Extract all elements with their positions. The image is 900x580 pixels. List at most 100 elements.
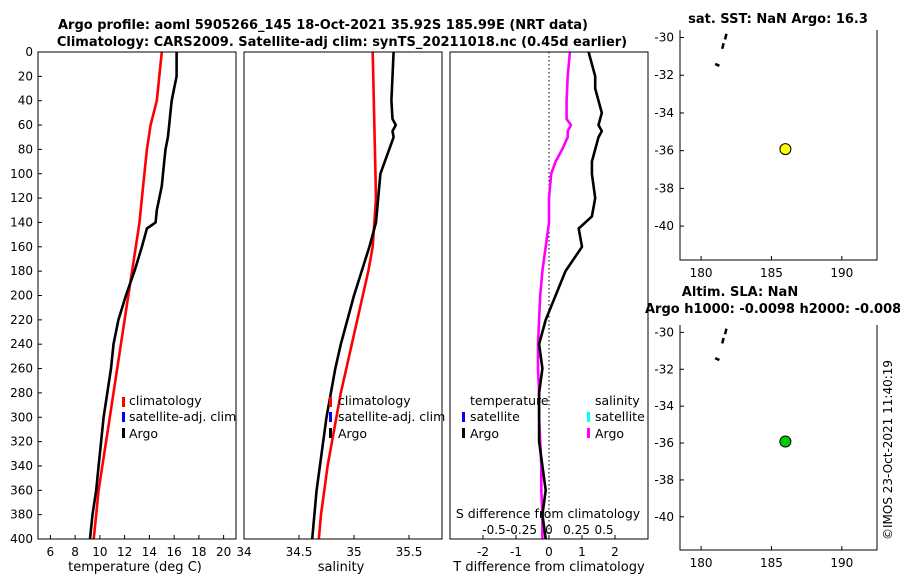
- lon-tick-label: 190: [830, 266, 853, 280]
- sst-map-panel: sat. SST: NaN Argo: 16.3 180 185 190 -30 -3…: [654, 12, 878, 280]
- lat-tick-label: -38: [654, 473, 674, 487]
- legend-s-argo: Argo: [595, 426, 624, 441]
- temperature-xlabel: temperature (deg C): [68, 560, 202, 575]
- y-tick-label: 340: [10, 459, 33, 473]
- x-tick-label: 34.5: [286, 545, 313, 559]
- lat-tick-label: -30: [654, 31, 674, 45]
- sla-map-subtitle: Argo h1000: -0.0098 h2000: -0.008: [645, 302, 900, 317]
- y-tick-label: 40: [18, 94, 33, 108]
- lat-tick-label: -34: [654, 399, 674, 413]
- y-tick-label: 100: [10, 167, 33, 181]
- salinity-climatology-line: [317, 51, 378, 540]
- legend-satellite-swatch: [462, 412, 465, 422]
- coastline-segment: [714, 62, 720, 67]
- legend-satellite-adj-clim: satellite-adj. clim: [338, 409, 445, 424]
- s-x-tick-label: -0.5: [482, 523, 505, 537]
- salinity-xlabel: salinity: [318, 560, 365, 575]
- y-tick-label: 380: [10, 508, 33, 522]
- lon-tick-label: 180: [690, 556, 713, 570]
- x-tick-label: 34: [236, 545, 251, 559]
- x-tick-label: 14: [142, 545, 157, 559]
- s-difference-legend: salinity satellite Argo: [587, 393, 645, 441]
- y-tick-label: 220: [10, 313, 33, 327]
- temperature-argo-line: [88, 52, 178, 540]
- legend-temperature-header: temperature: [470, 393, 549, 408]
- x-tick-label: 12: [117, 545, 132, 559]
- lon-tick-label: 185: [760, 556, 783, 570]
- x-tick-label: 35: [346, 545, 361, 559]
- argo-position-marker: [779, 143, 792, 156]
- y-tick-label: 180: [10, 264, 33, 278]
- coastline-segment: [723, 328, 728, 335]
- coastline-segment: [721, 42, 725, 50]
- s-x-tick-label: 0.5: [594, 523, 613, 537]
- temperature-axes-box: [37, 51, 237, 540]
- imos-timestamp-watermark: ©IMOS 23-Oct-2021 11:40:19: [881, 360, 895, 540]
- argo-position-marker: [779, 435, 792, 448]
- lat-tick-label: -32: [654, 68, 674, 82]
- y-tick-label: 140: [10, 215, 33, 229]
- x-tick-label: 18: [191, 545, 206, 559]
- legend-argo: Argo: [129, 426, 158, 441]
- legend-argo: Argo: [470, 426, 499, 441]
- legend-salinity-header: salinity: [595, 393, 640, 408]
- y-tick-label: 240: [10, 337, 33, 351]
- t-difference-argo-line: [537, 51, 604, 540]
- s-x-tick-label: -0.25: [506, 523, 537, 537]
- x-tick-label: -1: [510, 545, 522, 559]
- legend-s-satellite-swatch: [587, 412, 590, 422]
- lat-tick-label: -34: [654, 106, 674, 120]
- legend-climatology: climatology: [338, 393, 411, 408]
- y-tick-label: 260: [10, 362, 33, 376]
- lat-tick-label: -40: [654, 219, 674, 233]
- y-tick-label: 120: [10, 191, 33, 205]
- legend-satellite-swatch: [329, 412, 332, 422]
- t-difference-legend: temperature satellite Argo: [462, 393, 549, 441]
- legend-satellite: satellite: [470, 409, 520, 424]
- sst-map-title: sat. SST: NaN Argo: 16.3: [688, 12, 868, 27]
- lon-tick-label: 185: [760, 266, 783, 280]
- coastline-segment: [714, 357, 720, 362]
- salinity-axes-box: [243, 51, 443, 540]
- legend-satellite-adj-clim: satellite-adj. clim: [129, 409, 236, 424]
- y-tick-label: 0: [25, 45, 33, 59]
- sla-map-panel: Altim. SLA: NaN Argo h1000: -0.0098 h200…: [645, 285, 900, 570]
- legend-argo-swatch: [462, 428, 465, 438]
- x-tick-label: 1: [578, 545, 586, 559]
- legend-climatology-swatch: [122, 397, 125, 407]
- lat-tick-label: -30: [654, 325, 674, 339]
- salinity-argo-line: [310, 51, 398, 540]
- x-tick-label: 0: [545, 545, 553, 559]
- y-tick-label: 280: [10, 386, 33, 400]
- temperature-legend: climatology satellite-adj. clim Argo: [122, 393, 236, 441]
- sla-map-title: Altim. SLA: NaN: [682, 285, 798, 300]
- x-tick-label: 16: [166, 545, 181, 559]
- sst-map-axes: [679, 30, 878, 261]
- lat-tick-label: -36: [654, 436, 674, 450]
- y-tick-label: 80: [18, 142, 33, 156]
- lat-tick-label: -32: [654, 362, 674, 376]
- x-tick-label: 6: [47, 545, 55, 559]
- x-tick-label: 2: [611, 545, 619, 559]
- y-tick-label: 300: [10, 410, 33, 424]
- s-difference-label: S difference from climatology: [456, 506, 641, 521]
- coastline-segment: [721, 337, 725, 344]
- y-tick-label: 160: [10, 240, 33, 254]
- sla-map-axes: [679, 325, 878, 551]
- y-tick-label: 200: [10, 289, 33, 303]
- s-x-tick-label: 0: [545, 523, 553, 537]
- legend-argo: Argo: [338, 426, 367, 441]
- y-tick-label: 320: [10, 435, 33, 449]
- y-tick-label: 60: [18, 118, 33, 132]
- salinity-legend: climatology satellite-adj. clim Argo: [329, 393, 445, 441]
- x-tick-label: 20: [216, 545, 231, 559]
- legend-argo-swatch: [122, 428, 125, 438]
- legend-climatology-swatch: [329, 397, 332, 407]
- legend-s-satellite: satellite: [595, 409, 645, 424]
- lon-tick-label: 180: [690, 266, 713, 280]
- x-tick-label: 10: [92, 545, 107, 559]
- salinity-panel: climatology satellite-adj. clim Argo 34 3…: [236, 51, 445, 575]
- t-difference-xlabel: T difference from climatology: [452, 560, 645, 575]
